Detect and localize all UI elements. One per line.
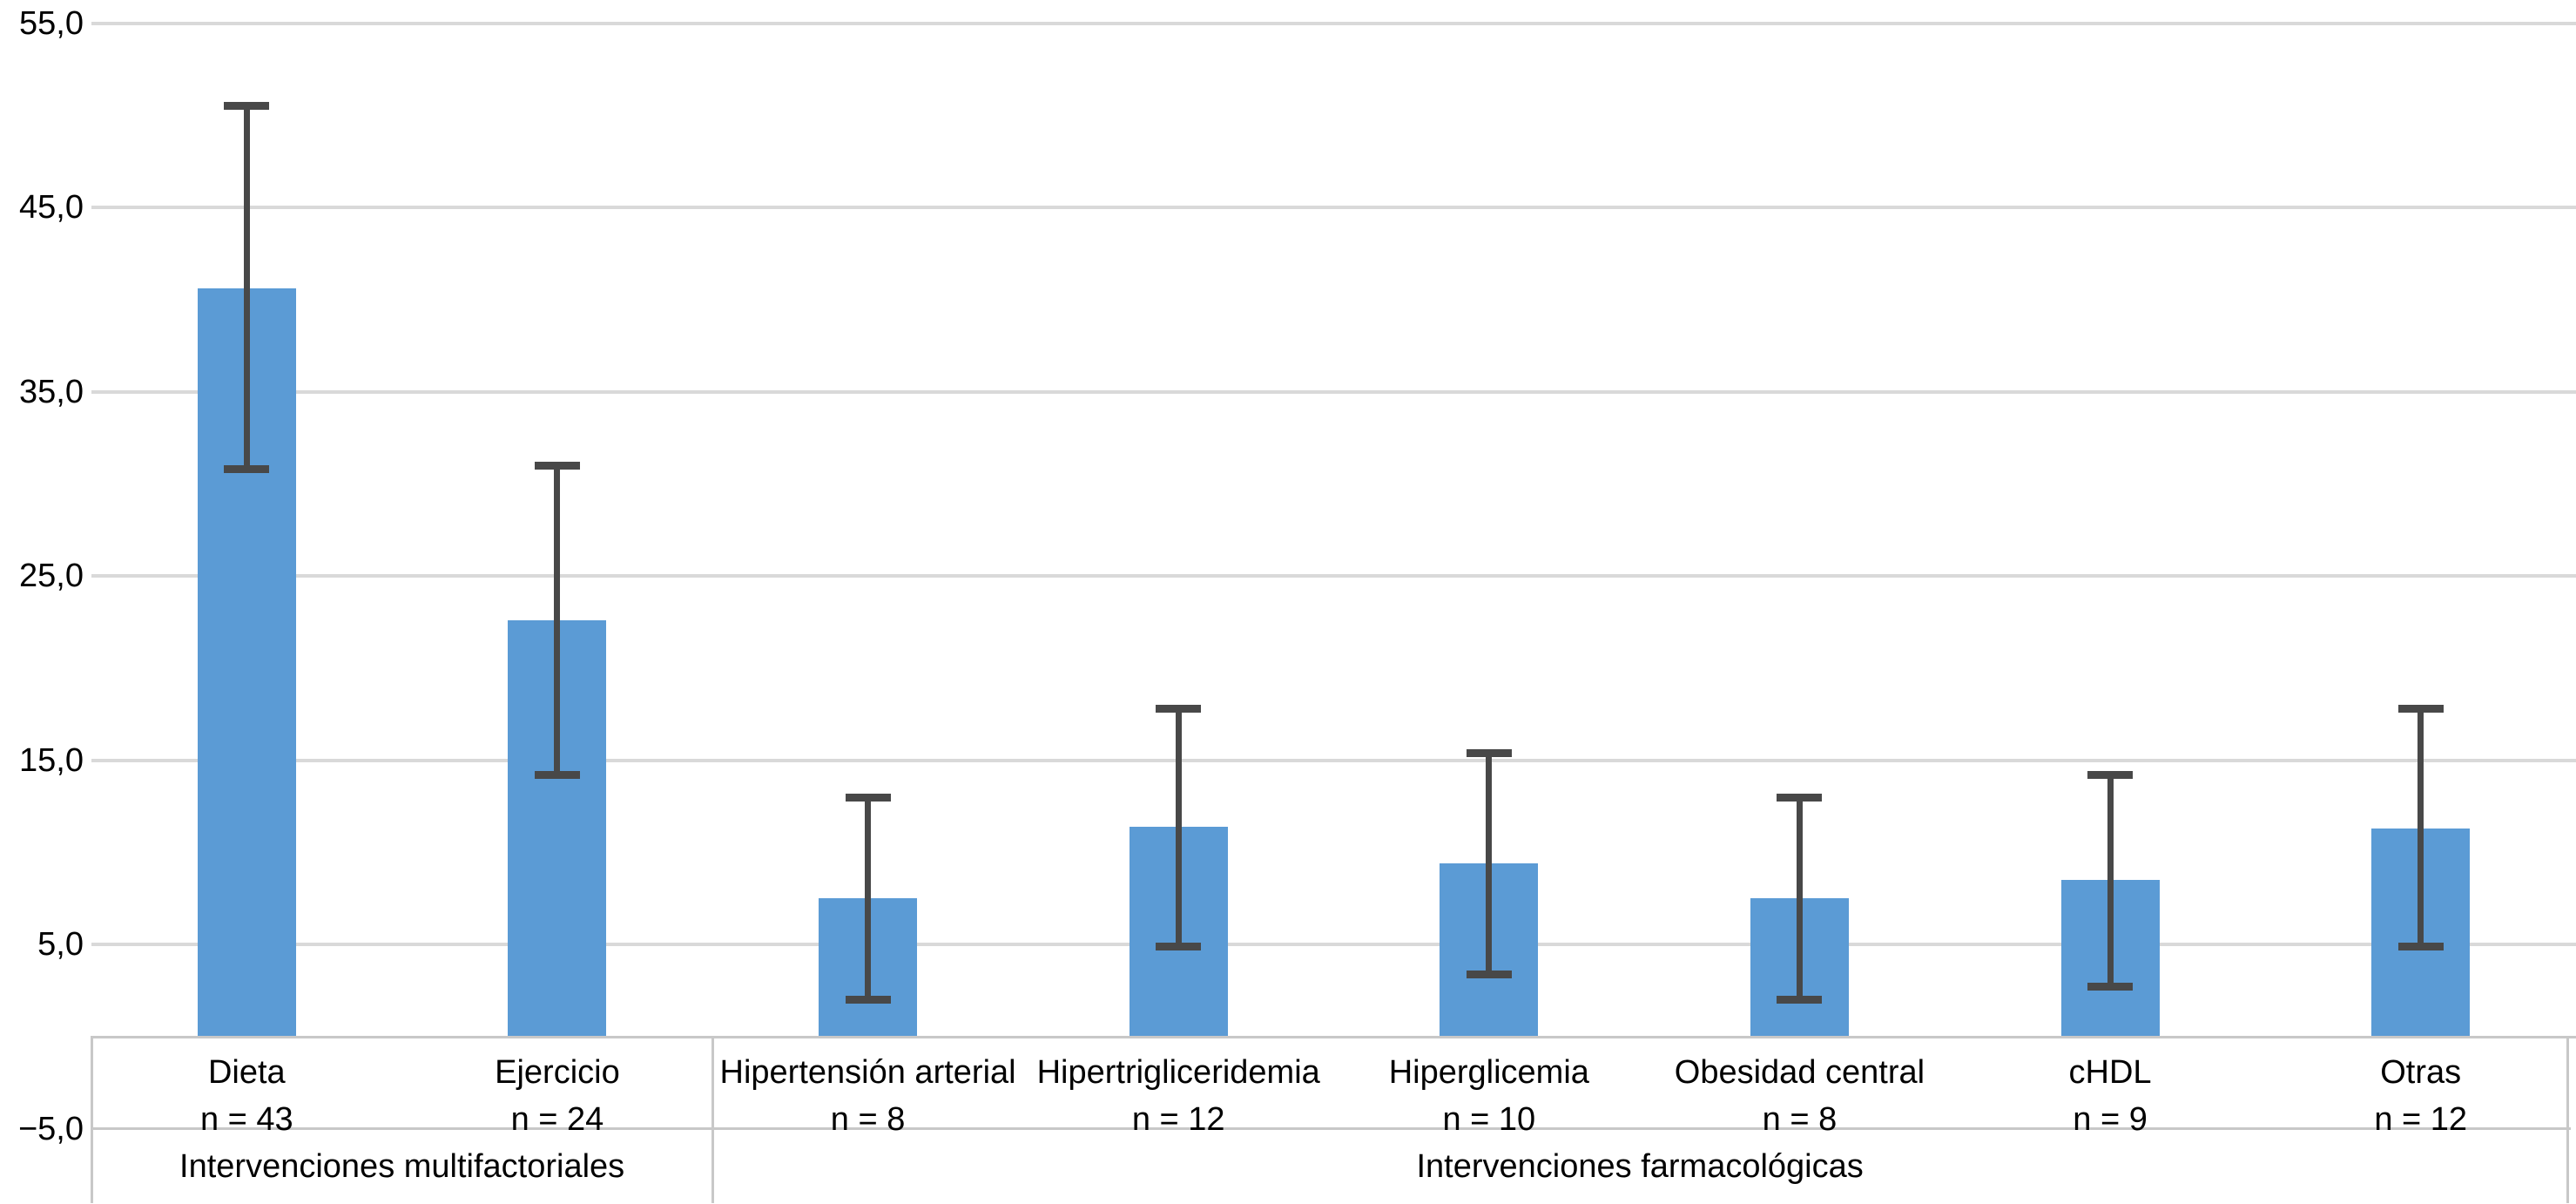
error-bar-cap-top	[534, 461, 580, 470]
y-tick-label: −5,0	[17, 1110, 84, 1147]
error-bar-cap-top	[1777, 793, 1823, 802]
category-label: Otras	[2380, 1054, 2462, 1091]
error-bar-line	[2107, 774, 2114, 987]
error-bar-line	[243, 105, 250, 470]
y-tick-label: 55,0	[19, 4, 84, 42]
table-row-divider	[91, 1127, 2571, 1130]
category-label: Hipertrigliceridemia	[1036, 1054, 1320, 1091]
category-n-label: n = 12	[2374, 1101, 2468, 1138]
error-bar-line	[865, 797, 872, 1000]
error-bar-line	[1796, 797, 1803, 1000]
error-bar-cap-top	[1466, 748, 1512, 757]
category-cell: Hipertensión arterial n = 8	[712, 1049, 1023, 1138]
category-label: cHDL	[2068, 1054, 2152, 1091]
y-tick-label: 15,0	[19, 741, 84, 779]
table-top-border	[91, 1036, 2576, 1038]
error-bar-cap-bottom	[2087, 983, 2134, 991]
category-n-label: n = 12	[1131, 1101, 1225, 1138]
gridline	[91, 758, 2576, 762]
table-group-divider	[711, 1036, 715, 1203]
category-label: Ejercicio	[495, 1054, 620, 1091]
error-bar-cap-bottom	[1156, 942, 1202, 950]
category-cell: cHDL n = 9	[1955, 1049, 2266, 1138]
error-bar-line	[2418, 708, 2424, 947]
error-bar-cap-top	[2087, 771, 2134, 780]
category-n-label: n = 43	[199, 1101, 293, 1138]
error-bar-cap-top	[224, 102, 270, 111]
y-tick-label: 35,0	[19, 373, 84, 410]
error-bar-cap-top	[845, 793, 891, 802]
category-cell: Hipertrigliceridemia n = 12	[1023, 1049, 1334, 1138]
error-bar-cap-bottom	[1777, 996, 1823, 1004]
error-bar-cap-bottom	[845, 996, 891, 1004]
gridline	[91, 574, 2576, 578]
gridline	[91, 943, 2576, 947]
category-n-label: n = 8	[1762, 1101, 1838, 1138]
category-cell: Ejercicio n = 24	[402, 1049, 713, 1138]
error-bar-cap-bottom	[1466, 970, 1512, 978]
error-bar-line	[1175, 708, 1182, 947]
error-bar-line	[1486, 753, 1493, 975]
group-cell: Intervenciones multifactoriales	[179, 1148, 625, 1185]
category-label: Obesidad central	[1674, 1054, 1925, 1091]
y-tick-label: 25,0	[19, 558, 84, 595]
error-bar-cap-bottom	[2397, 942, 2444, 950]
error-bar-cap-top	[1156, 705, 1202, 714]
table-right-border	[2566, 1036, 2569, 1203]
category-n-label: n = 24	[510, 1101, 604, 1138]
error-bar-cap-bottom	[534, 771, 580, 780]
y-tick-label: 45,0	[19, 189, 84, 227]
error-bar-cap-top	[2397, 705, 2444, 714]
category-n-label: n = 8	[830, 1101, 906, 1138]
error-bar-cap-bottom	[224, 465, 270, 474]
category-label: Hiperglicemia	[1388, 1054, 1589, 1091]
category-cell: Dieta n = 43	[91, 1049, 402, 1138]
category-n-label: n = 9	[2073, 1101, 2148, 1138]
category-cell: Obesidad central n = 8	[1644, 1049, 1955, 1138]
gridline	[91, 206, 2576, 210]
y-tick-label: 5,0	[37, 926, 84, 964]
category-n-label: n = 10	[1442, 1101, 1536, 1138]
gridline	[91, 389, 2576, 394]
category-cell: Otras n = 12	[2265, 1049, 2576, 1138]
gridline	[91, 21, 2576, 25]
table-left-border	[91, 1036, 93, 1203]
error-bar-line	[554, 465, 561, 775]
category-cell: Hiperglicemia n = 10	[1334, 1049, 1645, 1138]
category-label: Dieta	[207, 1054, 286, 1091]
group-cell: Intervenciones farmacológicas	[1416, 1148, 1864, 1185]
category-label: Hipertensión arterial	[719, 1054, 1016, 1091]
